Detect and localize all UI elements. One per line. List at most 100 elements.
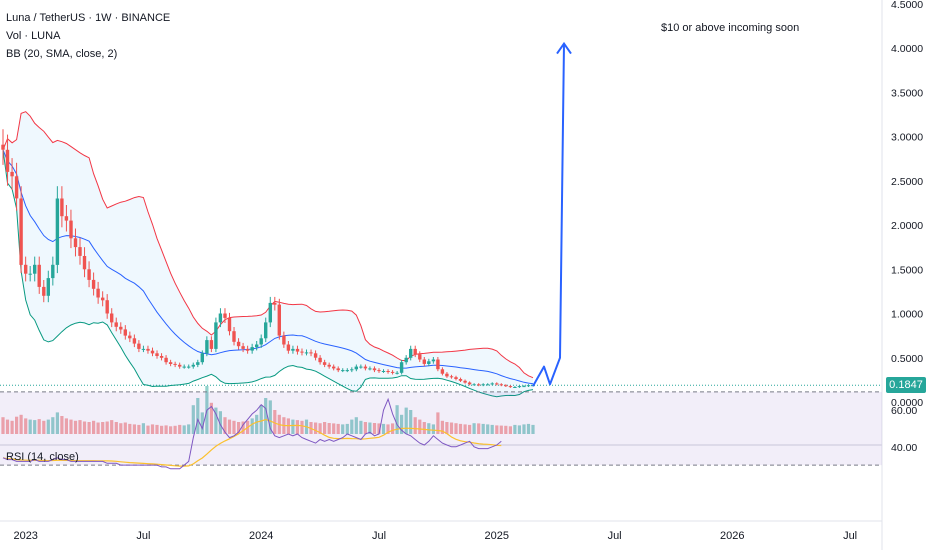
volume-bar [490,424,494,434]
candle-body [427,361,431,364]
volume-bar [128,423,132,434]
volume-bar [291,419,295,434]
volume-bar [60,416,64,434]
candle-body [386,371,390,372]
volume-bar [105,421,109,434]
volume-bar [5,419,10,434]
volume-bar [386,424,390,434]
candle-body [327,364,331,367]
candle-body [377,370,381,372]
candle-body [282,335,286,345]
candle-body [295,348,300,352]
candle-body [241,346,245,349]
time-tick-label: Jul [608,530,622,542]
price-tick-label: 1.0000 [891,309,923,321]
candle-body [277,304,281,336]
candle-body [454,377,458,379]
volume-bar [368,422,372,434]
candle-body [372,368,377,371]
volume-bar [237,422,241,434]
volume-bar [350,419,354,434]
volume-bar [232,420,236,434]
candle-body [182,366,186,368]
candle-body [173,363,177,365]
volume-bar [255,414,259,434]
volume-bar [259,405,263,434]
volume-bar [101,422,105,434]
volume-bars [1,386,535,434]
candle-body [486,384,490,386]
volume-bar [123,422,127,434]
volume-bar [504,425,508,434]
price-tick-label: 3.5000 [891,87,923,99]
candle-body [78,247,82,256]
volume-bar [295,420,299,434]
candle-body [96,288,100,298]
candle-body [286,344,291,351]
volume-bar [341,424,345,434]
candle-body [155,353,159,356]
candle-body [137,343,141,349]
volume-bar [51,417,55,434]
volume-bar [15,416,19,434]
candle-body [218,313,223,323]
candle-body [82,256,87,270]
volume-bar [200,412,204,434]
candle-body [332,366,336,369]
candle-body [264,322,268,339]
volume-bar [114,422,118,434]
volume-bar [214,407,218,434]
candle-body [141,348,146,350]
volume-bar [209,402,213,434]
candle-body [187,366,191,368]
volume-bar [472,423,476,434]
volume-bar [141,423,145,434]
volume-legend: Vol · LUNA [6,30,61,42]
candle-body [354,366,358,370]
volume-bar [264,398,268,434]
volume-bar [69,419,73,434]
last-price-badge: 0.1847 [886,377,926,393]
rsi-band [0,391,882,466]
candle-body [14,176,19,199]
candle-body [209,340,214,349]
volume-bar [463,424,467,434]
volume-bar [486,424,490,434]
candle-body [128,335,132,339]
volume-bar [187,424,191,434]
candle-body [214,322,218,349]
bb-lower-line [2,149,534,398]
candle-body [119,326,123,330]
volume-bar [427,423,431,434]
candle-body [381,371,386,372]
volume-bar [300,420,304,434]
candle-body [101,297,105,301]
candle-body [205,340,209,354]
candle-body [313,353,318,358]
candle-body [472,384,476,386]
candle-body [33,264,37,274]
time-tick-label: 2023 [13,530,37,542]
volume-bar [400,414,404,434]
volume-bar [218,411,222,434]
projection-line [532,43,565,387]
candle-body [60,198,64,217]
time-tick-label: 2025 [485,530,509,542]
volume-bar [332,423,336,434]
candle-body [458,379,463,381]
candlesticks [1,129,535,388]
candle-body [223,313,227,318]
candle-body [413,348,417,355]
candle-body [110,313,114,323]
volume-bar [268,400,272,434]
price-tick-label: 3.0000 [891,132,923,144]
volume-bar [508,426,512,434]
candle-body [291,348,295,351]
arrow-head [556,41,572,55]
volume-bar [440,420,444,434]
candle-body [191,364,195,367]
volume-bar [517,425,521,434]
candle-body [105,300,109,314]
candle-body [409,348,413,358]
